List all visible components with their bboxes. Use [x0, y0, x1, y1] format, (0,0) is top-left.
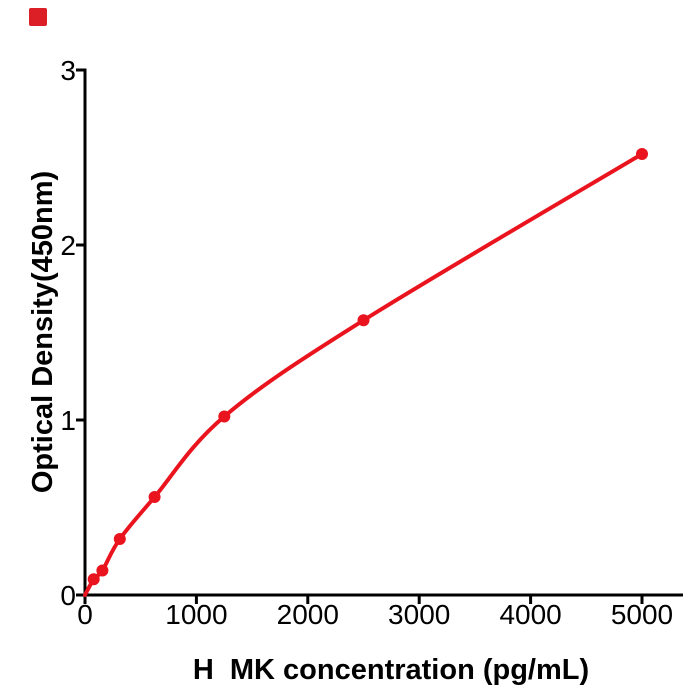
data-point	[148, 491, 161, 503]
data-point	[636, 148, 648, 160]
x-tick-label: 5000	[611, 599, 673, 630]
x-tick-label: 0	[77, 599, 93, 630]
y-axis-title: Optical Density(450nm)	[27, 171, 59, 493]
data-point	[357, 314, 370, 327]
x-tick-label: 3000	[388, 599, 450, 630]
x-tick-label: 4000	[499, 599, 561, 630]
data-points	[87, 148, 648, 586]
y-tick-label: 0	[60, 580, 76, 611]
data-point	[96, 564, 109, 577]
y-tick-label: 1	[60, 405, 76, 436]
data-point	[87, 573, 100, 586]
x-tick-label: 1000	[165, 599, 227, 630]
data-point	[113, 533, 126, 545]
axis-tick-labels: 0 1000 2000 3000 4000 5000 0 1 2 3	[60, 55, 673, 630]
data-point	[218, 410, 231, 423]
red-corner-marker	[29, 8, 47, 26]
fit-curve-line	[83, 152, 644, 597]
y-tick-label: 3	[60, 55, 76, 86]
x-tick-label: 2000	[277, 599, 339, 630]
x-axis-title: H MK concentration (pg/mL)	[193, 654, 589, 686]
axis-ticks	[76, 68, 644, 604]
axis-spines	[83, 68, 683, 597]
y-tick-label: 2	[60, 230, 76, 261]
